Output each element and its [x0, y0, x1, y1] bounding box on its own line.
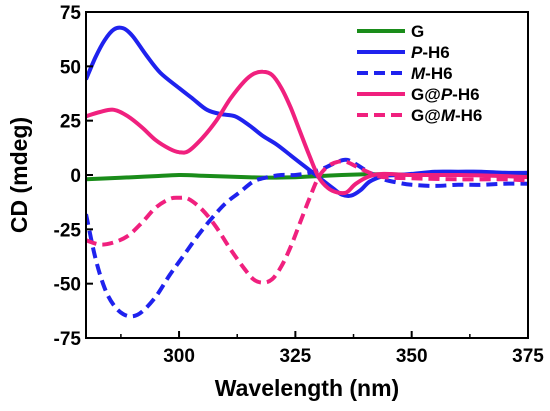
x-tick-label-2: 350	[396, 346, 428, 367]
y-tick-label-5: -50	[54, 275, 81, 296]
x-tick-label-3: 375	[512, 346, 544, 367]
legend-label-4: G@M-H6	[411, 106, 482, 125]
legend: G P-H6 M-H6 G@P-H6 G@M-H6	[357, 22, 482, 125]
x-tick-label-0: 300	[163, 346, 195, 367]
legend-label-1: P-H6	[411, 43, 450, 62]
plot-lines	[86, 25, 528, 319]
x-axis-title: Wavelength (nm)	[215, 375, 399, 401]
y-tick-label-6: -75	[54, 329, 82, 350]
series-line-3	[86, 69, 528, 196]
y-tick-label-2: 25	[60, 112, 82, 133]
y-axis-title: CD (mdeg)	[6, 117, 32, 233]
y-tick-label-4: -25	[54, 220, 82, 241]
series-line-4	[86, 159, 528, 285]
y-tick-label-3: 0	[70, 166, 81, 187]
series-line-2	[86, 157, 528, 319]
axis-ticks: 75 50 25 0 -25 -50 -75 300 325 350 375	[54, 3, 545, 367]
y-tick-label-0: 75	[60, 3, 82, 24]
x-tick-label-1: 325	[280, 346, 312, 367]
legend-label-2: M-H6	[411, 64, 453, 83]
legend-label-0: G	[411, 22, 424, 41]
y-tick-label-1: 50	[60, 57, 81, 78]
legend-label-3: G@P-H6	[411, 85, 480, 104]
